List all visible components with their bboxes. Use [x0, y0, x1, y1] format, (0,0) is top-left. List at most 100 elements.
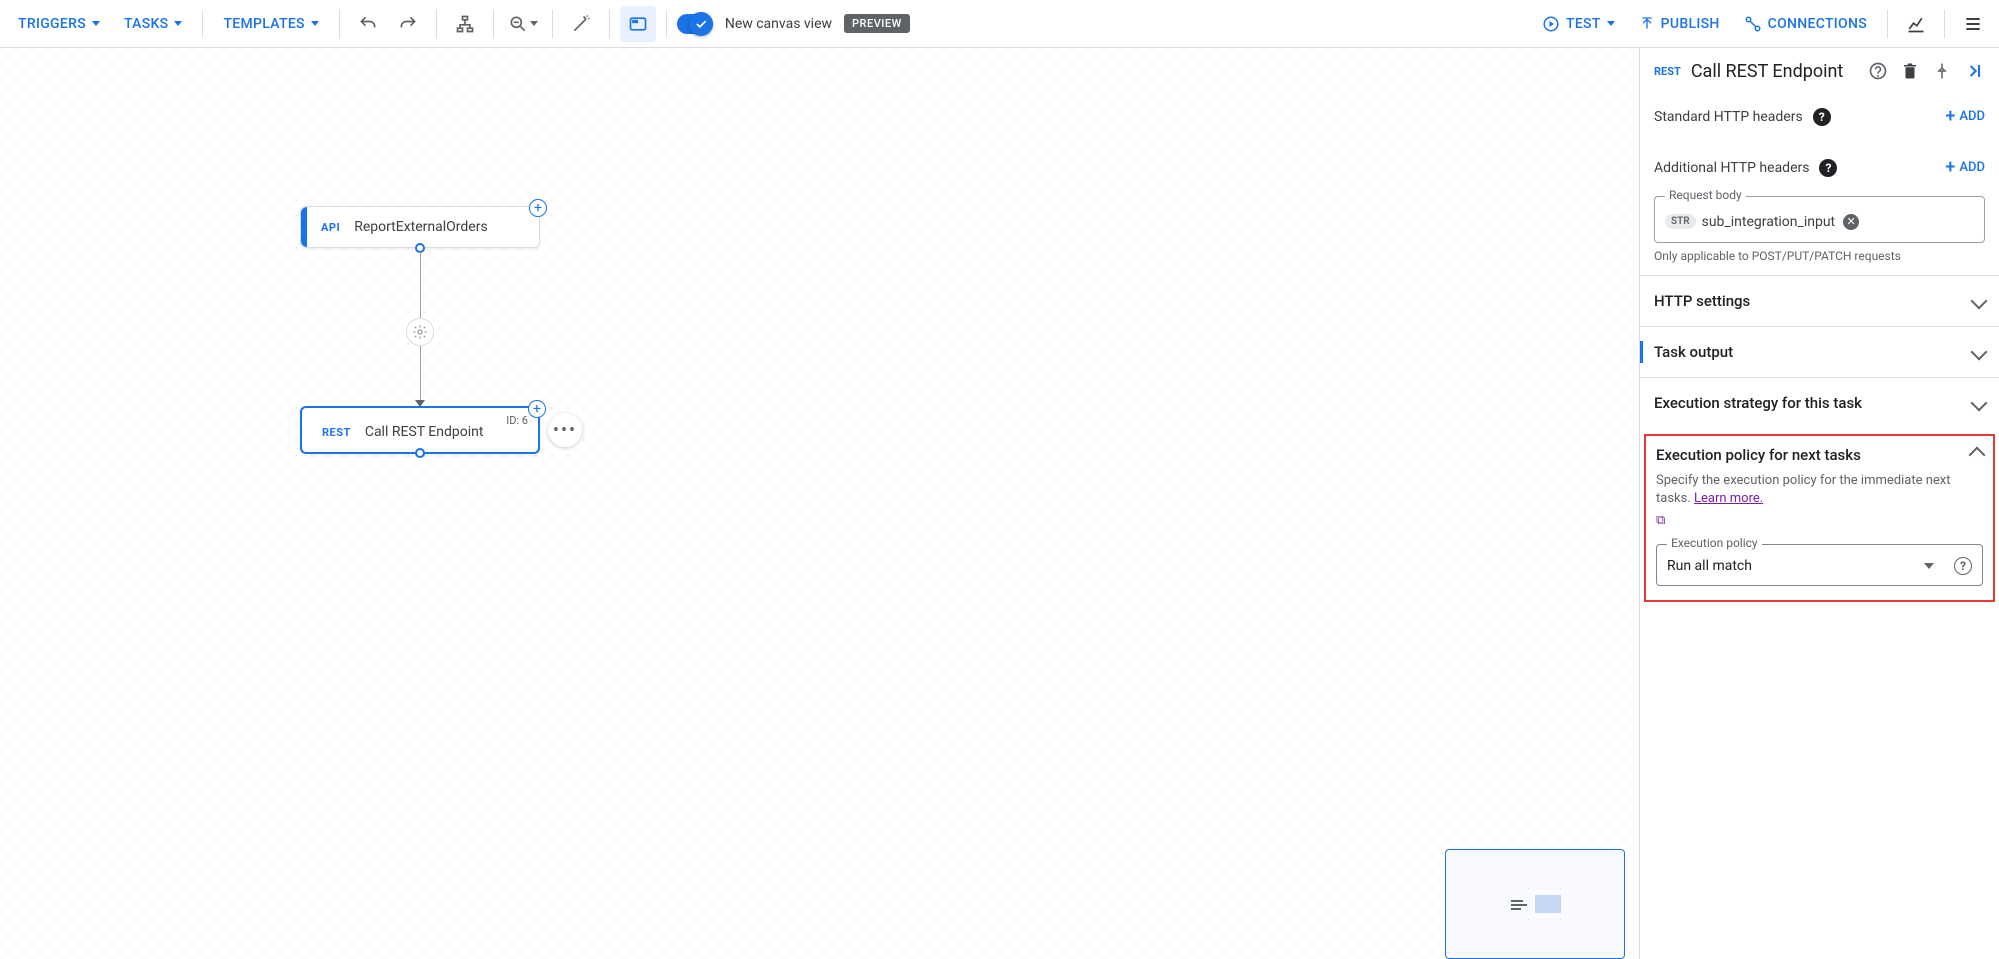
sitemap-icon	[455, 14, 475, 34]
separator	[1887, 10, 1888, 38]
help-icon[interactable]: ?	[1813, 108, 1831, 126]
request-body-field[interactable]: Request body STR sub_integration_input ✕	[1654, 196, 1985, 243]
learn-more-link[interactable]: Learn more.	[1694, 491, 1763, 506]
addl-headers-row: Additional HTTP headers ? + ADD	[1654, 157, 1985, 178]
redo-icon	[398, 14, 418, 34]
node-api-trigger[interactable]: + API ReportExternalOrders	[300, 206, 540, 248]
exec-policy-select-legend: Execution policy	[1667, 536, 1762, 550]
node-type-badge: REST	[322, 426, 351, 439]
menu-icon	[1963, 14, 1983, 34]
separator	[609, 10, 610, 38]
canvas-view-toggle[interactable]	[677, 14, 713, 34]
task-output-label: Task output	[1654, 343, 1973, 361]
exec-strategy-label: Execution strategy for this task	[1654, 394, 1973, 412]
chevron-down-icon	[1607, 21, 1615, 26]
pin-button[interactable]	[1931, 60, 1953, 82]
chip-type-badge: STR	[1665, 214, 1696, 229]
help-icon[interactable]: ?	[1819, 159, 1837, 177]
std-headers-section: Standard HTTP headers ? + ADD	[1640, 94, 1999, 139]
chevron-down-icon	[530, 21, 538, 26]
add-label: ADD	[1959, 109, 1985, 124]
minimap-content	[1509, 895, 1561, 913]
std-headers-label: Standard HTTP headers	[1654, 109, 1803, 125]
exec-strategy-section[interactable]: Execution strategy for this task	[1640, 377, 1999, 428]
undo-button[interactable]	[350, 6, 386, 42]
chevron-down-icon	[311, 21, 319, 26]
chip-value: sub_integration_input	[1702, 214, 1836, 230]
chevron-down-icon	[1971, 343, 1988, 360]
node-type-badge: API	[321, 221, 340, 234]
chevron-down-icon	[1971, 292, 1988, 309]
separator	[339, 10, 340, 38]
node-title: Call REST Endpoint	[365, 424, 484, 440]
undo-icon	[358, 14, 378, 34]
node-more-button[interactable]: •••	[548, 413, 582, 447]
node-id: ID: 6	[506, 414, 528, 427]
addl-headers-label: Additional HTTP headers	[1654, 160, 1809, 176]
magic-wand-button[interactable]	[563, 6, 599, 42]
layout-button[interactable]	[447, 6, 483, 42]
zoom-icon	[508, 14, 528, 34]
add-connection-icon[interactable]: +	[528, 400, 546, 418]
templates-label: TEMPLATES	[223, 16, 304, 32]
connections-button[interactable]: CONNECTIONS	[1734, 9, 1877, 39]
add-std-header-button[interactable]: + ADD	[1945, 106, 1985, 127]
edge	[420, 346, 421, 402]
chart-icon	[1906, 14, 1926, 34]
http-settings-section[interactable]: HTTP settings	[1640, 275, 1999, 326]
toolbar: TRIGGERS TASKS TEMPLATES New canvas view	[0, 0, 1999, 48]
connections-label: CONNECTIONS	[1768, 16, 1867, 32]
exec-policy-description: Specify the execution policy for the imm…	[1656, 472, 1983, 531]
panel-title: Call REST Endpoint	[1691, 61, 1857, 82]
play-circle-icon	[1542, 15, 1560, 33]
task-output-section[interactable]: Task output	[1640, 326, 1999, 377]
collapse-right-icon	[1964, 61, 1984, 81]
redo-button[interactable]	[390, 6, 426, 42]
panel-toggle-button[interactable]	[620, 6, 656, 42]
templates-menu[interactable]: TEMPLATES	[213, 10, 328, 38]
separator	[1944, 10, 1945, 38]
edge-settings-button[interactable]	[406, 318, 434, 346]
minimap-lines-icon	[1509, 897, 1529, 913]
exec-policy-value: Run all match	[1667, 558, 1924, 574]
delete-button[interactable]	[1899, 60, 1921, 82]
node-rest-task[interactable]: + ID: 6 REST Call REST Endpoint •••	[300, 406, 540, 454]
minimap[interactable]	[1445, 849, 1625, 959]
publish-button[interactable]: PUBLISH	[1629, 10, 1730, 38]
exec-policy-select[interactable]: Execution policy Run all match ?	[1656, 544, 1983, 586]
tasks-menu[interactable]: TASKS	[114, 10, 192, 38]
panel-type-badge: REST	[1654, 65, 1681, 78]
request-body-hint: Only applicable to POST/PUT/PATCH reques…	[1654, 249, 1985, 263]
help-button[interactable]	[1867, 60, 1889, 82]
plus-icon: +	[1945, 106, 1955, 127]
zoom-menu[interactable]	[504, 6, 542, 42]
add-label: ADD	[1959, 160, 1985, 175]
exec-policy-title: Execution policy for next tasks	[1656, 446, 1971, 464]
output-port[interactable]	[415, 448, 425, 458]
canvas[interactable]: + API ReportExternalOrders + ID: 6 REST …	[0, 48, 1639, 959]
triggers-menu[interactable]: TRIGGERS	[8, 10, 110, 38]
chip-remove-button[interactable]: ✕	[1843, 214, 1859, 230]
test-menu[interactable]: TEST	[1532, 9, 1625, 39]
switch-thumb	[689, 12, 713, 36]
panel-header: REST Call REST Endpoint	[1640, 48, 1999, 94]
publish-label: PUBLISH	[1661, 16, 1720, 32]
collapse-panel-button[interactable]	[1963, 60, 1985, 82]
menu-button[interactable]	[1955, 6, 1991, 42]
exec-policy-header[interactable]: Execution policy for next tasks	[1656, 446, 1983, 464]
side-panel: REST Call REST Endpoint Standard HTTP he…	[1639, 48, 1999, 959]
analytics-button[interactable]	[1898, 6, 1934, 42]
http-settings-label: HTTP settings	[1654, 292, 1973, 310]
chevron-down-icon	[174, 21, 182, 26]
input-chip: STR sub_integration_input ✕	[1665, 214, 1859, 230]
tasks-label: TASKS	[124, 16, 168, 32]
help-icon[interactable]: ?	[1954, 557, 1972, 575]
help-circle-icon	[1868, 61, 1888, 81]
request-body-legend: Request body	[1665, 188, 1746, 202]
addl-headers-section: Additional HTTP headers ? + ADD Request …	[1640, 139, 1999, 275]
separator	[552, 10, 553, 38]
add-connection-icon[interactable]: +	[529, 199, 547, 217]
panel-icon	[628, 14, 648, 34]
add-addl-header-button[interactable]: + ADD	[1945, 157, 1985, 178]
workspace: + API ReportExternalOrders + ID: 6 REST …	[0, 48, 1999, 959]
